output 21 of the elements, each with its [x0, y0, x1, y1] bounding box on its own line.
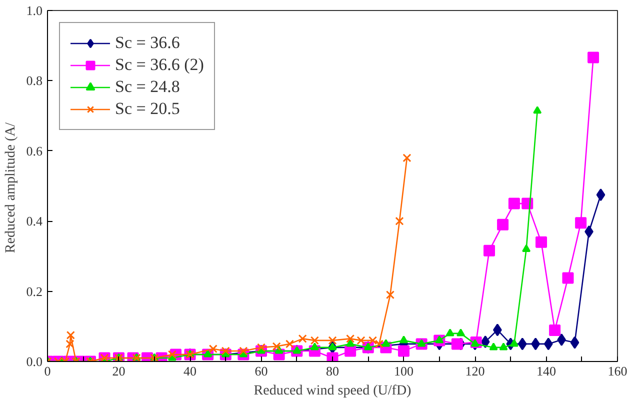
y-tick-label: 0.0 — [26, 354, 42, 369]
y-tick-label: 0.8 — [26, 73, 42, 88]
x-tick-label: 20 — [112, 364, 126, 378]
x-tick-label: 120 — [465, 364, 485, 378]
y-tick-label: 1.0 — [26, 3, 42, 18]
y-tick-label: 0.4 — [26, 214, 43, 229]
y-tick-label: 0.6 — [26, 143, 43, 158]
x-axis-title: Reduced wind speed (U/fD) — [254, 384, 412, 398]
y-tick-label: 0.2 — [26, 284, 42, 299]
x-tick-label: 160 — [608, 364, 628, 378]
x-tick-label: 40 — [184, 364, 196, 378]
x-tick-label: 0 — [44, 364, 51, 378]
x-tick-label: 100 — [394, 364, 414, 378]
legend-label: Sc = 36.6 — [115, 33, 180, 53]
x-tick-label: 80 — [326, 364, 339, 378]
legend-label: Sc = 20.5 — [115, 99, 180, 119]
legend-label: Sc = 36.6 (2) — [115, 55, 204, 75]
y-axis-title: Reduced amplitude (A/ — [3, 122, 18, 254]
x-tick-label: 60 — [254, 364, 268, 378]
legend-label: Sc = 24.8 — [115, 77, 180, 97]
x-tick-label: 140 — [536, 364, 556, 378]
